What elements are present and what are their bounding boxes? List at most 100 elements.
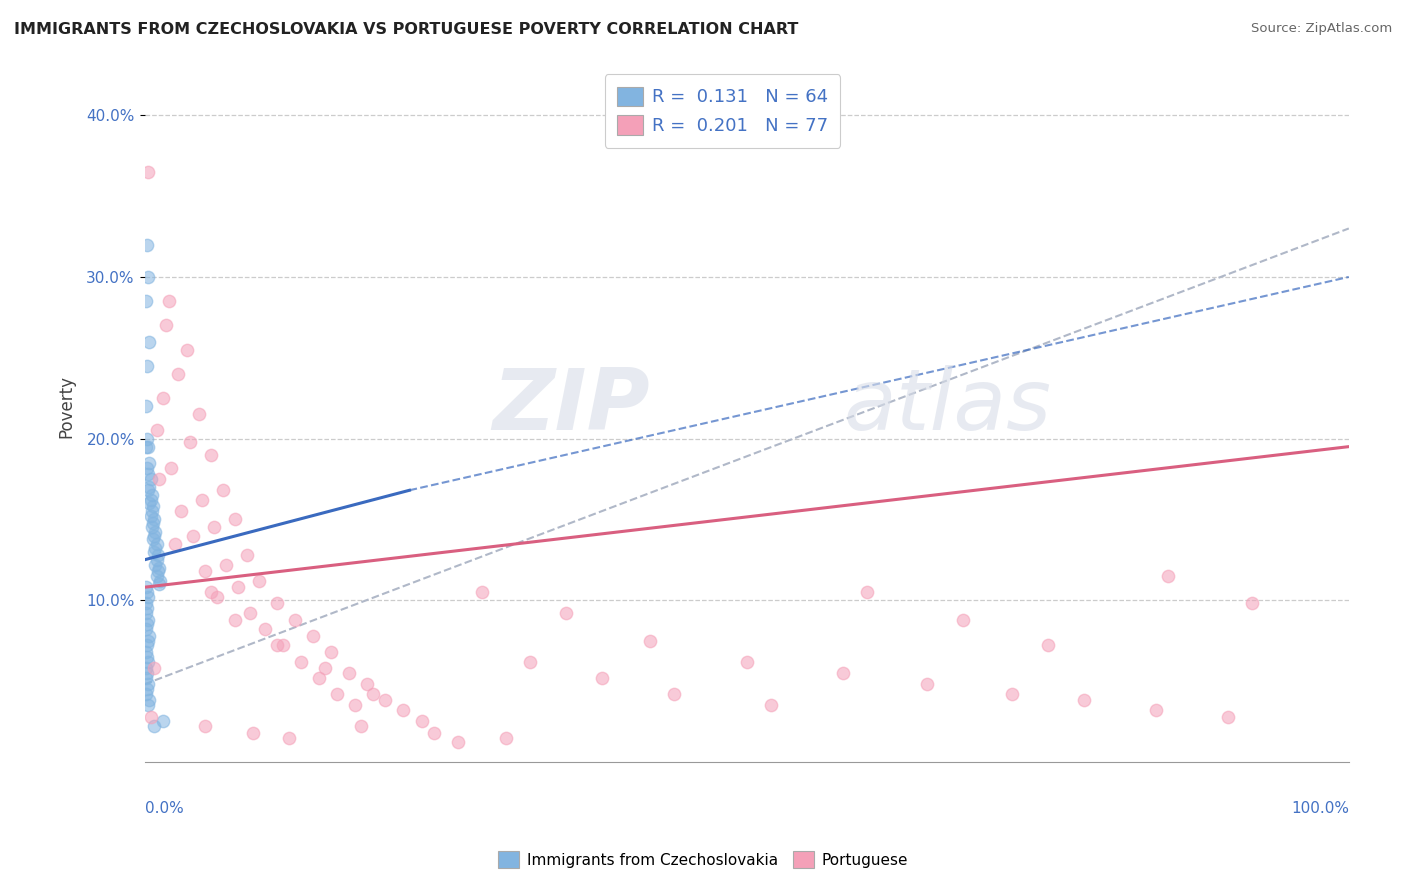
Point: [139, 472, 162, 486]
Point: [138, 334, 160, 349]
Point: [152, 714, 174, 729]
Point: [136, 677, 159, 691]
Point: [278, 731, 301, 745]
Point: [135, 399, 157, 413]
Point: [160, 460, 183, 475]
Point: [136, 440, 159, 454]
Point: [139, 493, 162, 508]
Point: [363, 687, 385, 701]
Point: [135, 580, 157, 594]
Point: [239, 606, 262, 620]
Point: [135, 617, 157, 632]
Point: [471, 585, 494, 599]
Point: [143, 528, 166, 542]
Point: [136, 613, 159, 627]
Text: Source: ZipAtlas.com: Source: ZipAtlas.com: [1251, 22, 1392, 36]
Point: [136, 655, 159, 669]
Text: 100.0%: 100.0%: [1291, 801, 1348, 816]
Point: [148, 561, 170, 575]
Point: [194, 719, 217, 733]
Point: [136, 269, 159, 284]
Text: IMMIGRANTS FROM CZECHOSLOVAKIA VS PORTUGUESE POVERTY CORRELATION CHART: IMMIGRANTS FROM CZECHOSLOVAKIA VS PORTUG…: [14, 22, 799, 37]
Y-axis label: Poverty: Poverty: [58, 375, 75, 438]
Point: [302, 629, 325, 643]
Point: [211, 483, 233, 498]
Point: [290, 655, 312, 669]
Point: [138, 629, 160, 643]
Text: atlas: atlas: [844, 365, 1052, 448]
Point: [155, 318, 177, 333]
Point: [135, 440, 157, 454]
Point: [145, 536, 167, 550]
Point: [1073, 693, 1095, 707]
Point: [326, 687, 349, 701]
Point: [271, 639, 294, 653]
Point: [205, 590, 228, 604]
Point: [356, 677, 378, 691]
Point: [181, 528, 204, 542]
Point: [350, 719, 373, 733]
Point: [519, 655, 541, 669]
Point: [200, 448, 222, 462]
Point: [143, 512, 166, 526]
Point: [1157, 569, 1180, 583]
Point: [308, 671, 330, 685]
Point: [169, 504, 191, 518]
Point: [135, 606, 157, 620]
Point: [832, 665, 855, 680]
Point: [135, 649, 157, 664]
Point: [143, 719, 166, 733]
Point: [148, 472, 170, 486]
Point: [135, 432, 157, 446]
Point: [157, 294, 180, 309]
Point: [191, 493, 214, 508]
Point: [146, 548, 169, 562]
Point: [146, 564, 169, 578]
Point: [321, 645, 343, 659]
Point: [135, 460, 157, 475]
Point: [138, 456, 160, 470]
Point: [135, 601, 157, 615]
Point: [135, 294, 157, 309]
Point: [253, 622, 276, 636]
Point: [135, 681, 157, 696]
Point: [163, 536, 186, 550]
Point: [135, 665, 157, 680]
Point: [135, 237, 157, 252]
Point: [152, 391, 174, 405]
Point: [143, 544, 166, 558]
Point: [266, 596, 288, 610]
Point: [135, 687, 157, 701]
Point: [138, 496, 160, 510]
Point: [555, 606, 578, 620]
Point: [135, 639, 157, 653]
Point: [1000, 687, 1022, 701]
Point: [136, 467, 159, 482]
Point: [145, 424, 167, 438]
Point: [141, 520, 163, 534]
Point: [202, 520, 225, 534]
Point: [138, 693, 160, 707]
Point: [138, 480, 160, 494]
Point: [136, 483, 159, 498]
Point: [337, 665, 360, 680]
Point: [917, 677, 939, 691]
Point: [135, 622, 157, 636]
Point: [392, 703, 415, 717]
Point: [1218, 709, 1240, 723]
Point: [1144, 703, 1167, 717]
Point: [135, 585, 157, 599]
Legend: R =  0.131   N = 64, R =  0.201   N = 77: R = 0.131 N = 64, R = 0.201 N = 77: [605, 74, 841, 148]
Point: [856, 585, 879, 599]
Text: 0.0%: 0.0%: [145, 801, 183, 816]
Point: [1036, 639, 1059, 653]
Point: [314, 661, 336, 675]
Point: [952, 613, 974, 627]
Point: [142, 500, 165, 514]
Point: [142, 516, 165, 530]
Point: [135, 671, 157, 685]
Point: [145, 553, 167, 567]
Point: [266, 639, 288, 653]
Point: [247, 574, 270, 588]
Point: [640, 633, 662, 648]
